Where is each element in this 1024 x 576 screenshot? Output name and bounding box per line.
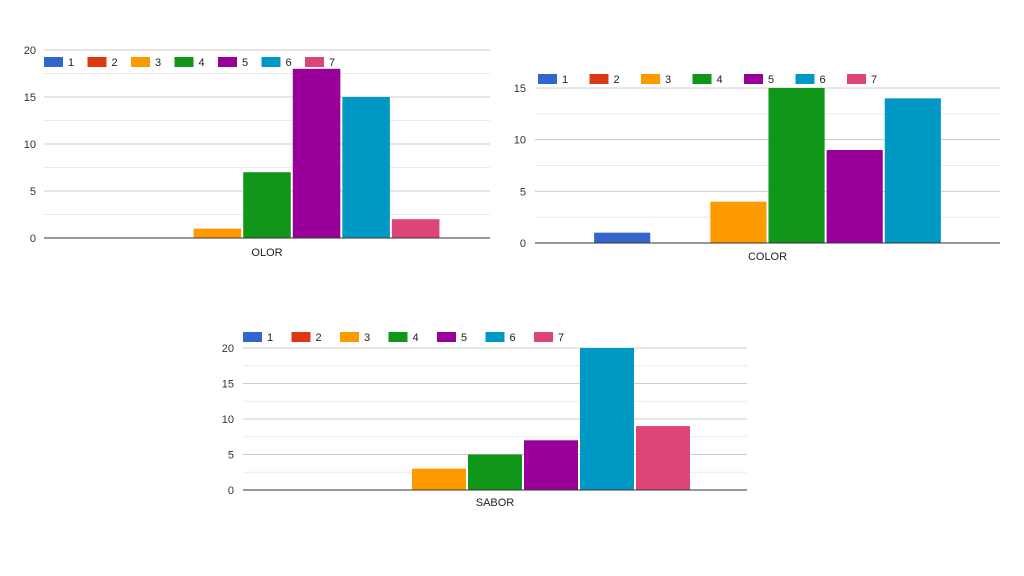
legend-label: 7 [558, 332, 564, 344]
legend-swatch [795, 74, 815, 84]
y-tick-label: 5 [30, 186, 36, 198]
legend-swatch [291, 332, 311, 342]
legend: 1 2 3 4 5 6 7 [538, 74, 877, 86]
bar-series-4 [468, 454, 522, 490]
y-tick-label: 20 [24, 45, 36, 57]
legend-label: 1 [68, 57, 74, 69]
legend-swatch [538, 74, 557, 84]
bar-series-3 [193, 228, 242, 238]
bar-series-3 [412, 468, 466, 490]
legend-label: 4 [413, 332, 419, 344]
bar-series-7 [636, 426, 690, 490]
y-tick-label: 15 [24, 92, 36, 104]
legend-swatch [437, 332, 456, 342]
chart-color: 0 5 10 15 COLOR 1 2 3 4 5 6 7 [514, 74, 1000, 263]
legend-swatch [641, 74, 660, 84]
legend-swatch [485, 332, 505, 342]
legend-label: 6 [510, 332, 516, 344]
y-tick-label: 15 [222, 379, 234, 391]
legend-swatch [243, 332, 262, 342]
legend-label: 3 [155, 57, 161, 69]
bar-series-3 [710, 201, 767, 243]
legend-label: 1 [267, 332, 273, 344]
y-tick-label: 0 [520, 238, 526, 250]
legend-swatch [44, 57, 63, 67]
legend-label: 5 [242, 57, 248, 69]
legend-label: 4 [199, 57, 205, 69]
category-label: OLOR [251, 247, 282, 259]
legend-swatch [340, 332, 359, 342]
legend-swatch [261, 57, 281, 67]
legend-swatch [744, 74, 763, 84]
y-tick-label: 15 [514, 83, 526, 95]
chart-sabor: 0 5 10 15 20 SABOR 1 2 3 4 5 6 7 [222, 332, 747, 509]
legend-swatch [589, 74, 609, 84]
bar-series-4 [243, 172, 291, 238]
legend-label: 2 [614, 74, 620, 86]
legend-swatch [305, 57, 324, 67]
legend-label: 6 [286, 57, 292, 69]
bar-series-6 [342, 97, 390, 238]
bar-series-5 [524, 440, 578, 490]
legend-swatch [388, 332, 408, 342]
bar-series-6 [884, 98, 941, 243]
legend-label: 4 [717, 74, 723, 86]
legend-label: 1 [562, 74, 568, 86]
legend: 1 2 3 4 5 6 7 [243, 332, 564, 344]
legend-swatch [131, 57, 150, 67]
legend-swatch [692, 74, 712, 84]
y-tick-label: 10 [24, 139, 36, 151]
bar-series-1 [594, 232, 651, 243]
legend-swatch [218, 57, 237, 67]
bar-series-7 [391, 219, 440, 238]
legend-label: 3 [364, 332, 370, 344]
bar-series-5 [826, 150, 883, 243]
y-tick-label: 10 [222, 414, 234, 426]
legend-swatch [174, 57, 194, 67]
legend-swatch [534, 332, 553, 342]
legend-label: 5 [461, 332, 467, 344]
legend-label: 2 [112, 57, 118, 69]
chart-olor: 0 5 10 15 20 OLOR 1 2 3 4 5 6 7 [24, 45, 490, 259]
category-label: COLOR [748, 251, 787, 263]
legend-swatch [87, 57, 107, 67]
legend-label: 3 [665, 74, 671, 86]
legend: 1 2 3 4 5 6 7 [44, 57, 335, 69]
category-label: SABOR [476, 497, 515, 509]
y-tick-label: 10 [514, 135, 526, 147]
legend-label: 7 [871, 74, 877, 86]
bar-series-4 [768, 88, 825, 243]
y-tick-label: 5 [228, 450, 234, 462]
legend-label: 5 [768, 74, 774, 86]
legend-swatch [847, 74, 866, 84]
y-tick-label: 5 [520, 186, 526, 198]
legend-label: 2 [316, 332, 322, 344]
y-tick-label: 20 [222, 343, 234, 355]
bar-series-5 [292, 68, 341, 238]
legend-label: 7 [329, 57, 335, 69]
y-tick-label: 0 [228, 485, 234, 497]
legend-label: 6 [820, 74, 826, 86]
y-tick-label: 0 [30, 233, 36, 245]
bar-series-6 [580, 348, 634, 490]
